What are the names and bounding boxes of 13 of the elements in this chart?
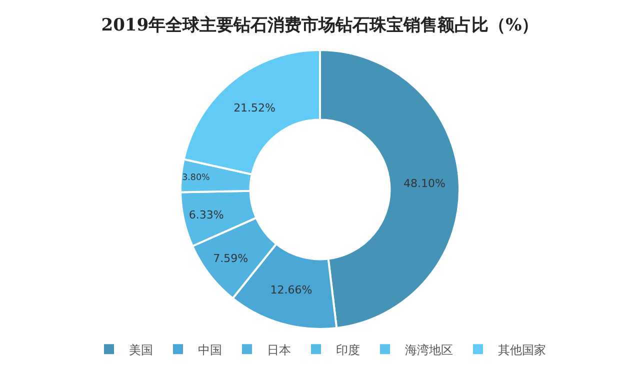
legend-label: 中国	[198, 342, 222, 357]
legend-label: 日本	[267, 342, 291, 357]
legend-label: 海湾地区	[405, 342, 453, 357]
legend-label: 其他国家	[498, 342, 546, 357]
data-label: 3.80%	[182, 172, 210, 183]
data-label: 7.59%	[213, 252, 248, 265]
data-label: 21.52%	[234, 101, 276, 114]
data-label: 12.66%	[270, 284, 312, 297]
legend-label: 印度	[336, 342, 360, 357]
data-label: 48.10%	[403, 176, 446, 190]
legend-label: 美国	[129, 342, 153, 357]
data-label: 6.33%	[188, 208, 224, 222]
chart-title: 2019年全球主要钻石消费市场钻石珠宝销售额占比（%）	[101, 16, 539, 36]
